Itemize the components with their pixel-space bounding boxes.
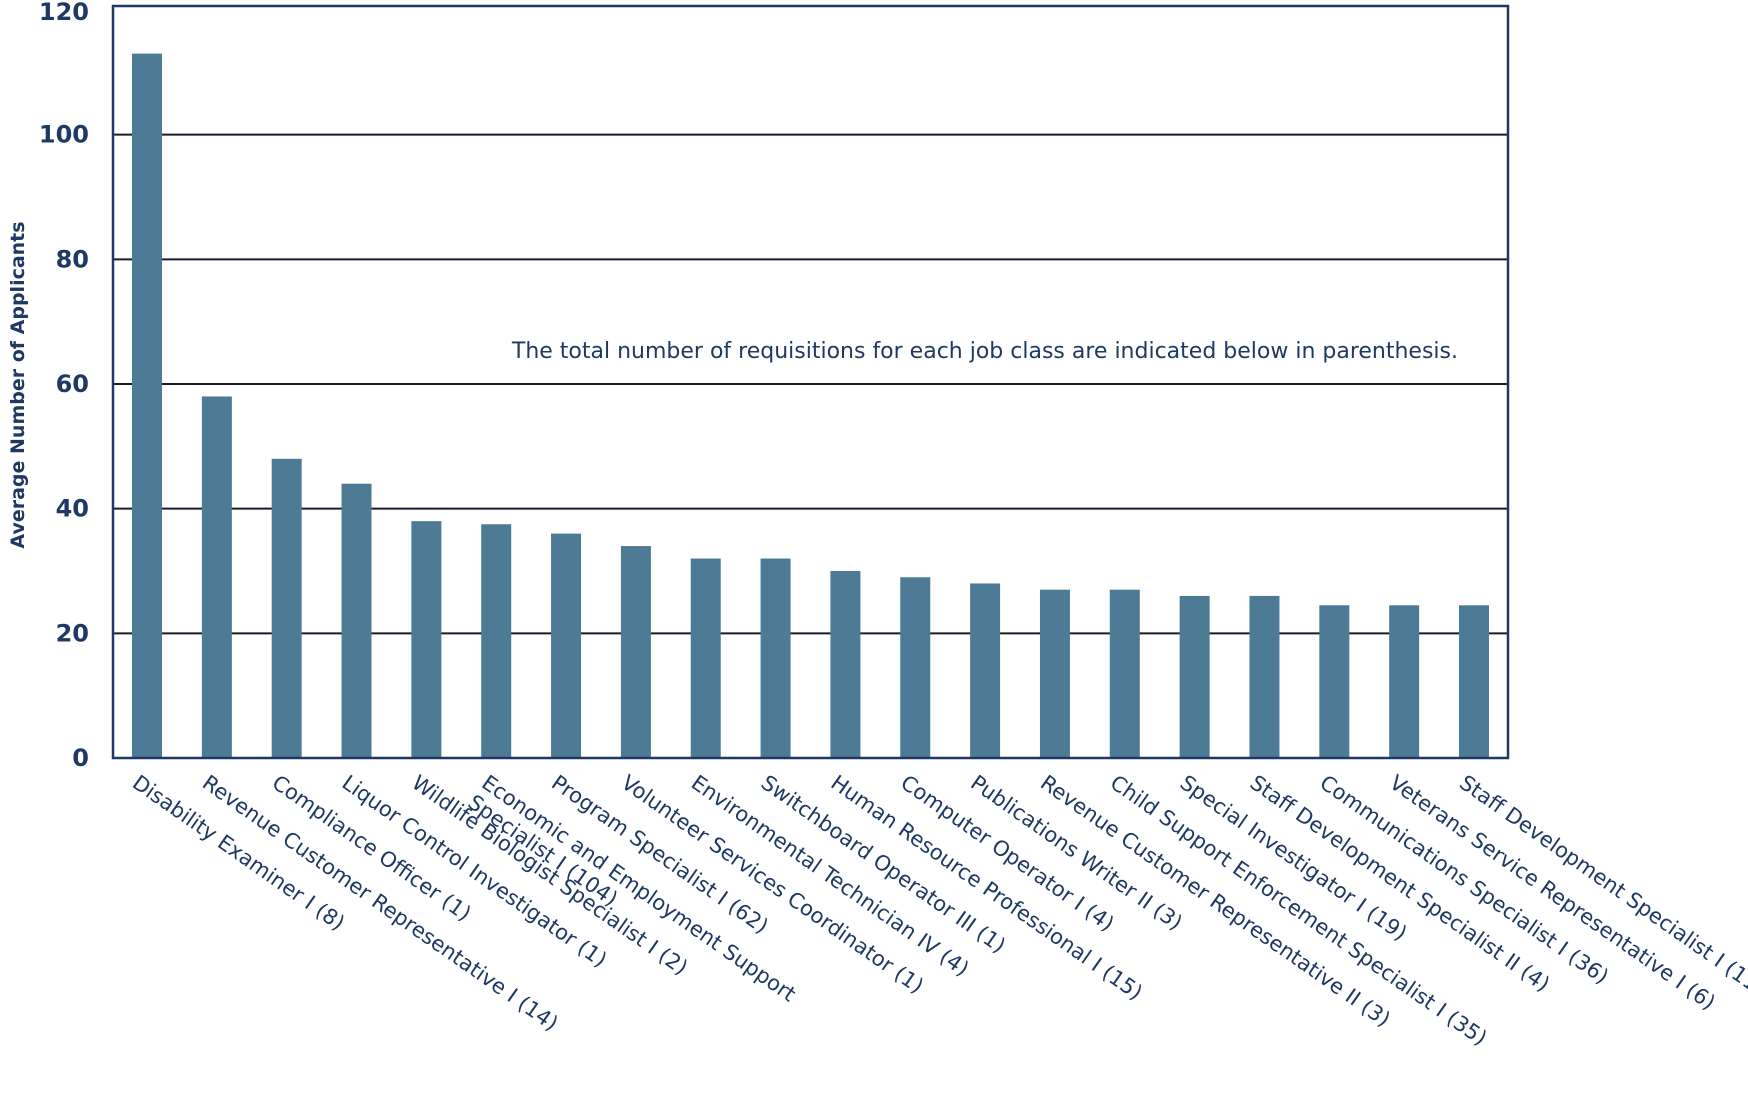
bar <box>690 558 721 758</box>
bar <box>1249 595 1280 758</box>
bar <box>341 483 372 758</box>
bar <box>1179 595 1210 758</box>
y-tick-label: 100 <box>39 121 89 149</box>
x-category-labels: Disability Examiner I (8)Revenue Custome… <box>128 770 1748 1050</box>
y-tick-label: 20 <box>56 619 89 647</box>
plot-frame <box>111 4 1510 760</box>
bar <box>551 533 582 758</box>
y-tick-label: 0 <box>72 744 89 772</box>
y-tick-label: 40 <box>56 495 89 523</box>
bar <box>1109 589 1140 758</box>
bars <box>132 53 1489 758</box>
y-tick-label: 120 <box>39 0 89 26</box>
bar <box>830 571 861 758</box>
y-axis-title: Average Number of Applicants <box>7 221 29 548</box>
bar <box>481 524 512 758</box>
gridlines <box>113 133 1508 635</box>
bar <box>970 583 1001 758</box>
bar <box>620 546 651 758</box>
bar <box>201 396 232 758</box>
bar <box>132 53 162 758</box>
chart-annotation: The total number of requisitions for eac… <box>511 339 1458 364</box>
bar <box>271 458 302 758</box>
y-tick-labels: 0 20 40 60 80 100 120 <box>39 0 89 772</box>
y-tick-label: 80 <box>56 245 89 273</box>
bar <box>1389 605 1420 758</box>
bar <box>1319 605 1350 758</box>
bar <box>1459 605 1489 758</box>
bar <box>760 558 791 758</box>
bar <box>900 577 931 758</box>
bar <box>1039 589 1070 758</box>
y-tick-label: 60 <box>56 370 89 398</box>
bar <box>411 521 442 758</box>
